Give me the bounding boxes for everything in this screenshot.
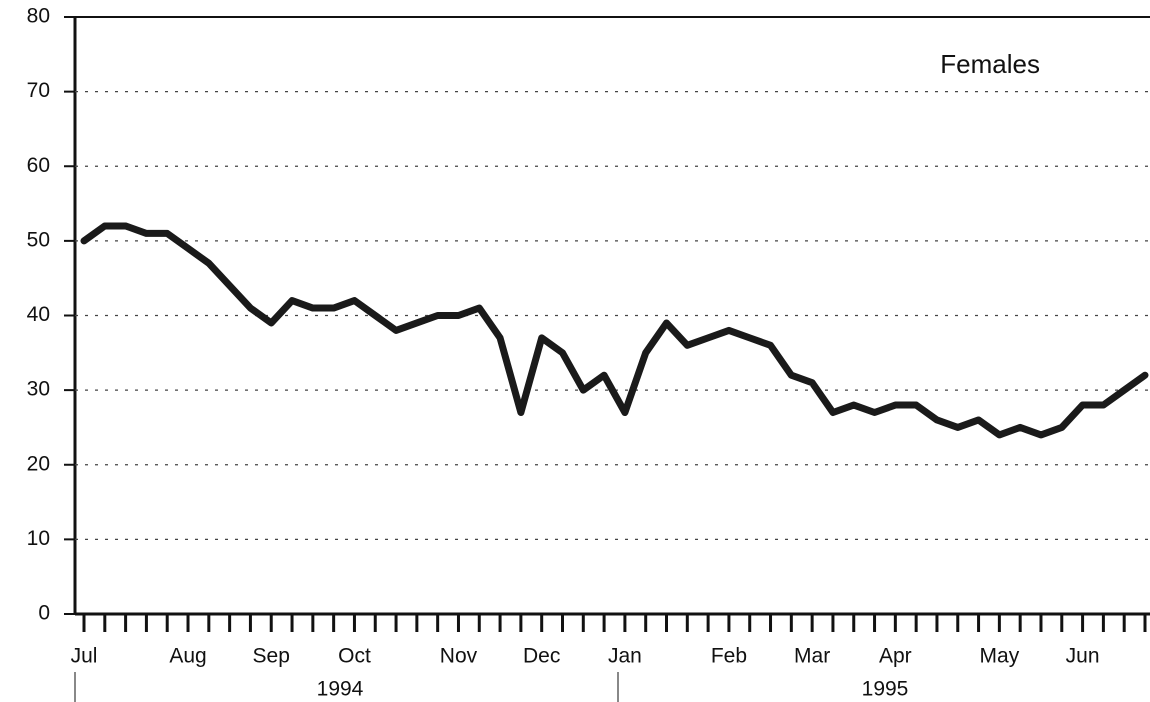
y-tick-label: 10 xyxy=(27,527,50,550)
x-tick-label: Mar xyxy=(794,645,830,668)
y-tick-label: 0 xyxy=(38,602,50,625)
y-tick-label: 50 xyxy=(27,228,50,251)
x-tick-label: Sep xyxy=(253,645,290,668)
x-tick-label: Apr xyxy=(879,645,912,668)
x-tick-label: Oct xyxy=(338,645,371,668)
y-tick-label: 70 xyxy=(27,79,50,102)
x-tick-label: May xyxy=(980,645,1020,668)
legend-label: Females xyxy=(940,49,1040,79)
x-tick-label: Aug xyxy=(169,645,206,668)
x-tick-label: Feb xyxy=(711,645,747,668)
x-tick-label: Jul xyxy=(71,645,98,668)
y-tick-label: 40 xyxy=(27,303,50,326)
y-tick-label: 60 xyxy=(27,154,50,177)
y-tick-label: 20 xyxy=(27,452,50,475)
x-tick-label: Jun xyxy=(1066,645,1100,668)
x-tick-label: Jan xyxy=(608,645,642,668)
year-label: 1994 xyxy=(317,678,364,701)
x-tick-label: Nov xyxy=(440,645,478,668)
y-tick-label: 30 xyxy=(27,378,50,401)
x-tick-label: Dec xyxy=(523,645,560,668)
year-label: 1995 xyxy=(862,678,909,701)
y-tick-label: 80 xyxy=(27,5,50,28)
data-line xyxy=(80,222,1149,439)
